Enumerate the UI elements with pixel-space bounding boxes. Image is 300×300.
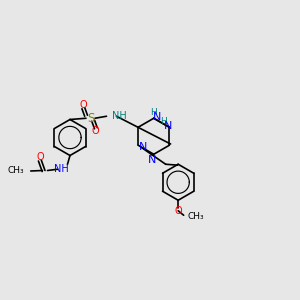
Text: NH: NH — [54, 164, 69, 174]
Text: O: O — [36, 152, 44, 163]
Text: H: H — [150, 108, 157, 117]
Text: H: H — [160, 117, 167, 126]
Text: S: S — [87, 112, 94, 125]
Text: N: N — [153, 112, 161, 122]
Text: CH₃: CH₃ — [188, 212, 204, 221]
Text: NH: NH — [112, 111, 127, 121]
Text: N: N — [164, 121, 172, 131]
Text: N: N — [148, 155, 157, 165]
Text: N: N — [139, 142, 147, 152]
Text: CH₃: CH₃ — [8, 167, 25, 176]
Text: O: O — [174, 206, 182, 216]
Text: O: O — [80, 100, 87, 110]
Text: O: O — [91, 126, 99, 136]
